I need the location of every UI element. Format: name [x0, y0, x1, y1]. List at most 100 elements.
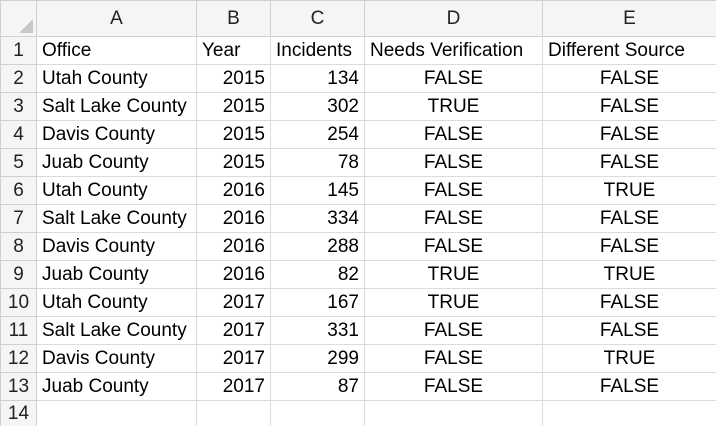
different-source-cell[interactable]: FALSE [542, 92, 716, 121]
row-number[interactable]: 14 [0, 400, 37, 426]
office-cell[interactable]: Davis County [36, 120, 197, 149]
empty-cell[interactable] [36, 400, 197, 426]
table-row: 9 Juab County 2016 82 TRUE TRUE [0, 260, 716, 289]
year-cell[interactable]: 2015 [196, 148, 271, 177]
different-source-cell[interactable]: FALSE [542, 148, 716, 177]
empty-cell[interactable] [196, 400, 271, 426]
needs-verification-cell[interactable]: FALSE [364, 232, 543, 261]
year-cell[interactable]: 2017 [196, 344, 271, 373]
office-cell[interactable]: Utah County [36, 64, 197, 93]
select-all-corner[interactable] [0, 0, 37, 37]
office-cell[interactable]: Salt Lake County [36, 204, 197, 233]
year-cell[interactable]: 2016 [196, 232, 271, 261]
needs-verification-cell[interactable]: TRUE [364, 288, 543, 317]
incidents-cell[interactable]: 145 [270, 176, 365, 205]
column-header-c[interactable]: C [270, 0, 365, 37]
different-source-cell[interactable]: FALSE [542, 120, 716, 149]
table-row: 5 Juab County 2015 78 FALSE FALSE [0, 148, 716, 177]
incidents-cell[interactable]: 134 [270, 64, 365, 93]
incidents-cell[interactable]: 302 [270, 92, 365, 121]
row-number[interactable]: 4 [0, 120, 37, 149]
year-cell[interactable]: 2015 [196, 92, 271, 121]
office-cell[interactable]: Juab County [36, 148, 197, 177]
row-number[interactable]: 10 [0, 288, 37, 317]
empty-cell[interactable] [364, 400, 543, 426]
year-cell[interactable]: 2015 [196, 64, 271, 93]
header-cell-needs-verification[interactable]: Needs Verification [364, 36, 543, 65]
empty-cell[interactable] [270, 400, 365, 426]
different-source-cell[interactable]: FALSE [542, 288, 716, 317]
office-cell[interactable]: Juab County [36, 372, 197, 401]
row-number[interactable]: 9 [0, 260, 37, 289]
different-source-cell[interactable]: FALSE [542, 372, 716, 401]
different-source-cell[interactable]: FALSE [542, 204, 716, 233]
office-cell[interactable]: Salt Lake County [36, 316, 197, 345]
column-header-d[interactable]: D [364, 0, 543, 37]
office-cell[interactable]: Utah County [36, 288, 197, 317]
different-source-cell[interactable]: FALSE [542, 64, 716, 93]
row-number[interactable]: 3 [0, 92, 37, 121]
row-number[interactable]: 5 [0, 148, 37, 177]
header-cell-incidents[interactable]: Incidents [270, 36, 365, 65]
office-cell[interactable]: Utah County [36, 176, 197, 205]
needs-verification-cell[interactable]: FALSE [364, 344, 543, 373]
table-row: 3 Salt Lake County 2015 302 TRUE FALSE [0, 92, 716, 121]
incidents-cell[interactable]: 87 [270, 372, 365, 401]
incidents-cell[interactable]: 331 [270, 316, 365, 345]
year-cell[interactable]: 2016 [196, 204, 271, 233]
needs-verification-cell[interactable]: TRUE [364, 92, 543, 121]
column-header-a[interactable]: A [36, 0, 197, 37]
year-cell[interactable]: 2017 [196, 288, 271, 317]
row-number[interactable]: 13 [0, 372, 37, 401]
header-cell-different-source[interactable]: Different Source [542, 36, 716, 65]
needs-verification-cell[interactable]: FALSE [364, 120, 543, 149]
needs-verification-cell[interactable]: FALSE [364, 64, 543, 93]
table-row: 11 Salt Lake County 2017 331 FALSE FALSE [0, 316, 716, 345]
incidents-cell[interactable]: 78 [270, 148, 365, 177]
column-header-e[interactable]: E [542, 0, 716, 37]
table-row: 7 Salt Lake County 2016 334 FALSE FALSE [0, 204, 716, 233]
row-number[interactable]: 11 [0, 316, 37, 345]
header-cell-year[interactable]: Year [196, 36, 271, 65]
office-cell[interactable]: Davis County [36, 232, 197, 261]
empty-cell[interactable] [542, 400, 716, 426]
year-cell[interactable]: 2016 [196, 260, 271, 289]
needs-verification-cell[interactable]: FALSE [364, 148, 543, 177]
incidents-cell[interactable]: 288 [270, 232, 365, 261]
row-number[interactable]: 1 [0, 36, 37, 65]
office-cell[interactable]: Juab County [36, 260, 197, 289]
year-cell[interactable]: 2017 [196, 372, 271, 401]
select-all-icon [19, 19, 33, 33]
row-number[interactable]: 12 [0, 344, 37, 373]
table-row: 6 Utah County 2016 145 FALSE TRUE [0, 176, 716, 205]
needs-verification-cell[interactable]: FALSE [364, 204, 543, 233]
needs-verification-cell[interactable]: FALSE [364, 316, 543, 345]
different-source-cell[interactable]: TRUE [542, 176, 716, 205]
column-header-b[interactable]: B [196, 0, 271, 37]
row-number[interactable]: 2 [0, 64, 37, 93]
row-number[interactable]: 8 [0, 232, 37, 261]
table-row: 8 Davis County 2016 288 FALSE FALSE [0, 232, 716, 261]
header-cell-office[interactable]: Office [36, 36, 197, 65]
incidents-cell[interactable]: 334 [270, 204, 365, 233]
needs-verification-cell[interactable]: FALSE [364, 176, 543, 205]
table-row: 2 Utah County 2015 134 FALSE FALSE [0, 64, 716, 93]
table-row: 13 Juab County 2017 87 FALSE FALSE [0, 372, 716, 401]
needs-verification-cell[interactable]: FALSE [364, 372, 543, 401]
year-cell[interactable]: 2016 [196, 176, 271, 205]
different-source-cell[interactable]: TRUE [542, 260, 716, 289]
row-number[interactable]: 7 [0, 204, 37, 233]
incidents-cell[interactable]: 82 [270, 260, 365, 289]
office-cell[interactable]: Davis County [36, 344, 197, 373]
different-source-cell[interactable]: FALSE [542, 232, 716, 261]
year-cell[interactable]: 2017 [196, 316, 271, 345]
needs-verification-cell[interactable]: TRUE [364, 260, 543, 289]
incidents-cell[interactable]: 254 [270, 120, 365, 149]
different-source-cell[interactable]: FALSE [542, 316, 716, 345]
different-source-cell[interactable]: TRUE [542, 344, 716, 373]
year-cell[interactable]: 2015 [196, 120, 271, 149]
incidents-cell[interactable]: 167 [270, 288, 365, 317]
incidents-cell[interactable]: 299 [270, 344, 365, 373]
row-number[interactable]: 6 [0, 176, 37, 205]
office-cell[interactable]: Salt Lake County [36, 92, 197, 121]
